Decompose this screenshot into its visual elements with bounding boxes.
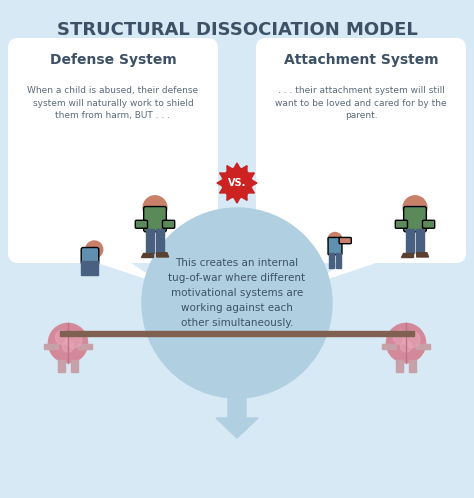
Polygon shape [237,166,247,183]
FancyBboxPatch shape [256,38,466,263]
Polygon shape [219,173,237,183]
Circle shape [63,341,73,352]
Bar [329,253,334,268]
Bar [71,360,78,373]
Polygon shape [100,263,160,283]
Circle shape [142,208,332,398]
Bar [406,229,414,253]
Text: VS.: VS. [228,178,246,188]
Polygon shape [237,183,255,193]
Polygon shape [237,173,255,183]
Bar [44,345,58,349]
Polygon shape [219,183,237,193]
Polygon shape [233,183,237,203]
Bar [416,229,424,253]
Circle shape [328,233,342,246]
Polygon shape [237,183,247,200]
Circle shape [55,330,69,345]
Polygon shape [227,183,237,200]
FancyBboxPatch shape [422,220,435,228]
Bar [409,360,416,373]
Circle shape [403,331,420,348]
Circle shape [393,330,407,345]
Polygon shape [141,253,153,257]
Circle shape [403,196,427,220]
Bar [146,229,154,253]
Text: This creates an internal
tug-of-war where different
motivational systems are
wor: This creates an internal tug-of-war wher… [168,258,306,328]
Circle shape [143,196,167,220]
Polygon shape [237,183,241,203]
Polygon shape [417,253,428,257]
Polygon shape [233,163,237,183]
Polygon shape [314,263,374,283]
FancyBboxPatch shape [339,238,351,244]
Circle shape [222,168,252,198]
Polygon shape [219,183,237,193]
Text: . . . their attachment system will still
want to be loved and cared for by the
p: . . . their attachment system will still… [275,86,447,120]
Polygon shape [401,253,413,257]
FancyBboxPatch shape [8,38,218,263]
Text: STRUCTURAL DISSOCIATION MODEL: STRUCTURAL DISSOCIATION MODEL [56,21,418,39]
Bar [156,229,164,253]
Text: Defense System: Defense System [50,53,176,67]
FancyBboxPatch shape [163,220,175,228]
FancyBboxPatch shape [328,238,342,255]
FancyBboxPatch shape [395,220,408,228]
Bar [416,345,430,349]
Bar [58,360,65,373]
Polygon shape [219,173,237,183]
FancyBboxPatch shape [404,207,426,232]
Polygon shape [227,183,237,200]
Polygon shape [227,166,237,183]
Polygon shape [237,166,247,183]
Bar [82,261,99,275]
Polygon shape [217,179,237,183]
Circle shape [386,323,426,363]
FancyBboxPatch shape [135,220,147,228]
Polygon shape [237,183,257,187]
Polygon shape [227,166,237,183]
Text: When a child is abused, their defense
system will naturally work to shield
them : When a child is abused, their defense sy… [27,86,199,120]
Bar [60,331,414,336]
Circle shape [86,241,103,258]
Circle shape [401,341,411,352]
Bar [78,345,92,349]
Circle shape [65,331,82,348]
Circle shape [48,323,88,363]
FancyBboxPatch shape [144,207,166,232]
Polygon shape [237,183,247,200]
Bar [382,345,396,349]
Polygon shape [237,179,257,183]
Text: Attachment System: Attachment System [283,53,438,67]
Polygon shape [157,253,169,257]
Bar [396,360,403,373]
Polygon shape [237,163,241,183]
Polygon shape [216,398,258,438]
Polygon shape [237,173,255,183]
Polygon shape [217,183,237,187]
FancyBboxPatch shape [81,248,99,264]
Bar [336,253,341,268]
Polygon shape [237,183,255,193]
